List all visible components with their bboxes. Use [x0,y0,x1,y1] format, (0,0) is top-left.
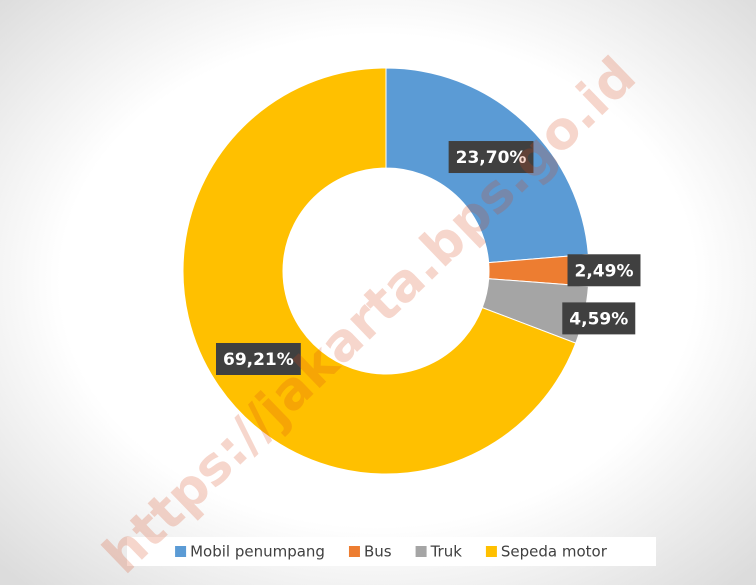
data-label-box [562,302,636,335]
legend-swatch [485,546,497,557]
legend-label: Sepeda motor [501,543,608,561]
legend-label: Bus [364,543,392,561]
data-label: 69,21% [223,350,294,370]
data-label: 2,49% [575,261,634,281]
data-label-box [215,342,301,375]
data-label: 4,59% [569,309,628,329]
legend-box [127,537,656,566]
legend-label: Truk [430,543,463,561]
data-label: 23,70% [456,148,527,168]
legend-swatch [175,546,187,557]
data-labels: 23,70% 2,49% 4,59% 69,21% [215,141,641,375]
legend-swatch [348,546,360,557]
data-label-box [567,254,641,287]
legend-swatch [415,546,427,557]
data-label-box [448,141,534,174]
legend: Mobil penumpang Bus Truk Sepeda motor [175,543,608,561]
legend-label: Mobil penumpang [190,543,325,561]
